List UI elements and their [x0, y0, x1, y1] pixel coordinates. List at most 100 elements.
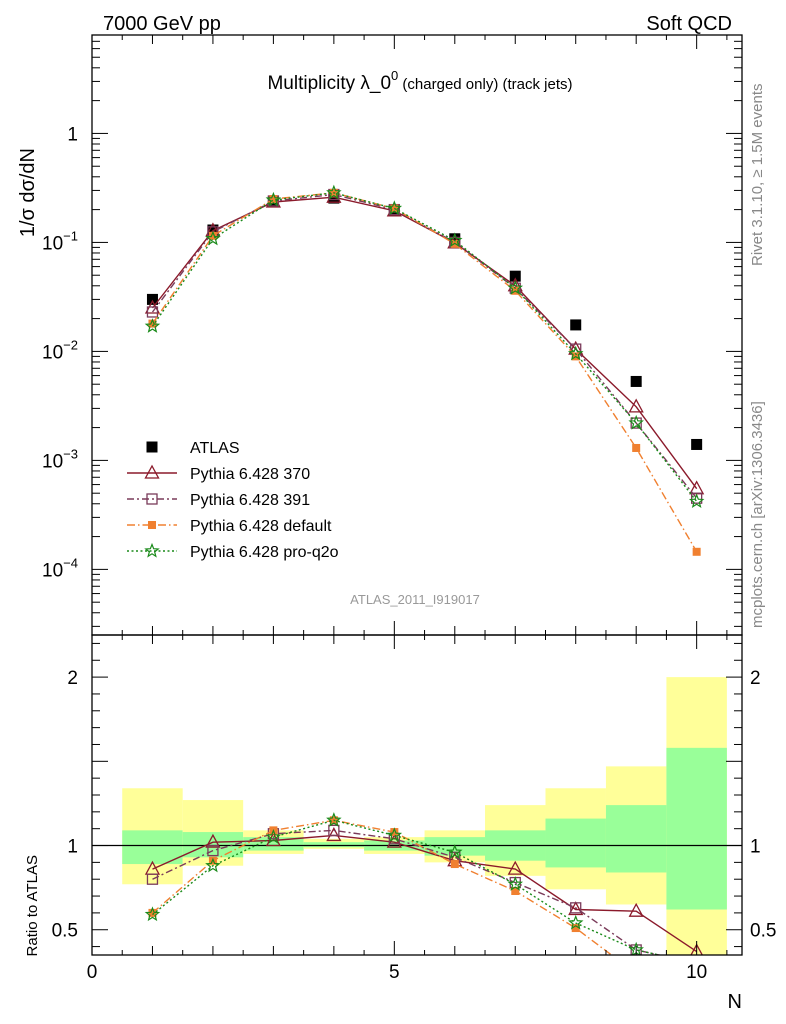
x-tick-label: 10 [686, 962, 707, 983]
top-panel-series [144, 184, 705, 556]
y-tick-label: 10−4 [42, 555, 78, 581]
ratio-point-p370 [628, 902, 644, 917]
top-line-p370 [151, 196, 698, 490]
y-tick-label-exponent: −1 [63, 228, 78, 243]
legend-marker-proq2o [144, 542, 160, 558]
top-series-atlas [146, 192, 703, 450]
top-point-default [148, 319, 157, 328]
legend-marker-p370 [144, 464, 160, 479]
ratio-point-p370 [205, 833, 221, 848]
ratio-point-p370 [507, 860, 523, 875]
y-axis-label-bottom: Ratio to ATLAS [24, 855, 41, 956]
y-tick-label: 10−2 [42, 337, 78, 363]
y-tick-label-right: 1 [750, 837, 761, 858]
y-tick-label-base: 10 [42, 342, 63, 363]
top-line-p391 [151, 193, 698, 499]
ratio-point-default [390, 828, 399, 837]
top-point-p370 [628, 398, 644, 413]
top-line-proq2o [151, 192, 698, 502]
y-tick-label-exponent: −2 [63, 337, 78, 352]
bottom-panel: 0.5 0.5 1 1 2 2 0 5 10 [52, 634, 776, 983]
ratio-point-proq2o [386, 827, 403, 843]
ratio-point-proq2o [507, 876, 524, 891]
legend-label-atlas: ATLAS [190, 440, 240, 457]
top-point-proq2o [326, 184, 342, 200]
ratio-point-proq2o [326, 812, 342, 827]
plot-title-rest: (charged only) (track jets) [398, 76, 572, 93]
band-inner [545, 818, 606, 868]
y-tick-label: 2 [67, 668, 78, 689]
plot-title-sup: 0 [391, 68, 398, 83]
ratio-line-proq2o [152, 819, 663, 955]
ratio-point-p370 [690, 943, 704, 955]
y-tick-label-right: 0.5 [750, 921, 776, 942]
top-point-proq2o [144, 318, 161, 333]
legend-label-p391: Pythia 6.428 391 [190, 492, 310, 509]
x-tick-label: 0 [87, 962, 98, 983]
legend-marker-atlas [146, 441, 158, 453]
analysis-watermark: ATLAS_2011_I919017 [350, 592, 480, 607]
top-point-atlas [570, 319, 582, 331]
band-inner [666, 747, 727, 910]
top-point-atlas [630, 375, 642, 387]
y-tick-label-base: 1 [67, 124, 78, 145]
top-point-default [269, 195, 278, 204]
ratio-line-p370 [152, 834, 698, 953]
y-tick-label-base: 10 [42, 451, 63, 472]
top-point-p391 [146, 306, 159, 318]
top-series-proq2o [144, 184, 705, 509]
top-point-proq2o [265, 191, 282, 207]
ratio-point-proq2o [265, 828, 282, 844]
ratio-point-p391 [570, 902, 582, 914]
legend-entry-p370: Pythia 6.428 370 [127, 464, 310, 483]
top-point-atlas [509, 270, 521, 282]
y-tick-label-exponent: −3 [63, 446, 78, 461]
y-tick-label: 1 [67, 837, 78, 858]
legend-label-p370: Pythia 6.428 370 [190, 466, 310, 483]
top-point-default [208, 231, 217, 240]
top-point-proq2o [507, 280, 524, 295]
band-inner [605, 805, 667, 873]
ratio-point-proq2o [447, 844, 463, 859]
header-left: 7000 GeV pp [103, 13, 221, 35]
ratio-point-default [450, 860, 459, 869]
legend-label-proq2o: Pythia 6.428 pro-q2o [190, 544, 339, 561]
ratio-point-proq2o [144, 906, 161, 922]
y-tick-label-base: 10 [42, 233, 63, 254]
y-tick-label: 10−3 [42, 446, 78, 472]
top-point-proq2o [205, 230, 221, 246]
ratio-line-p391 [152, 829, 663, 955]
ratio-point-p391 [146, 873, 159, 885]
x-axis-label: N [728, 991, 742, 1013]
top-point-atlas [449, 233, 461, 245]
ratio-point-proq2o [567, 914, 584, 930]
y-tick-label: 0.5 [52, 921, 78, 942]
y-tick-label: 1 [67, 124, 78, 145]
legend-entry-proq2o: Pythia 6.428 pro-q2o [127, 542, 339, 561]
top-point-proq2o [628, 414, 644, 430]
y-tick-label-right: 2 [750, 668, 761, 689]
y-axis-label-top: 1/σ dσ/dN [17, 148, 39, 237]
legend-marker-p391 [146, 493, 158, 505]
ratio-point-proq2o [205, 857, 221, 873]
plot-title: Multiplicity λ_00 (charged only) (track … [267, 68, 572, 94]
top-panel: 110−110−210−310−4 [42, 34, 743, 636]
top-point-default [632, 443, 641, 452]
ratio-series-proq2o [144, 812, 663, 955]
x-tick-label: 5 [389, 962, 400, 983]
ratio-point-p370 [326, 827, 342, 842]
legend-label-default: Pythia 6.428 default [190, 518, 332, 535]
ratio-point-default [148, 908, 157, 917]
band-inner [122, 830, 183, 865]
bottom-panel-axes: 0.5 0.5 1 1 2 2 0 5 10 [52, 635, 776, 983]
legend-entry-atlas: ATLAS [146, 440, 240, 457]
legend-entry-p391: Pythia 6.428 391 [127, 492, 310, 509]
header-right: Soft QCD [646, 13, 732, 35]
top-point-proq2o [688, 493, 705, 509]
ratio-point-default [571, 924, 580, 933]
mcplots-reference-label: mcplots.cern.ch [arXiv:1306.3436] [749, 401, 766, 628]
top-point-default [692, 547, 701, 556]
rivet-version-label: Rivet 3.1.10, ≥ 1.5M events [749, 84, 766, 267]
uncertainty-bands [122, 677, 727, 955]
